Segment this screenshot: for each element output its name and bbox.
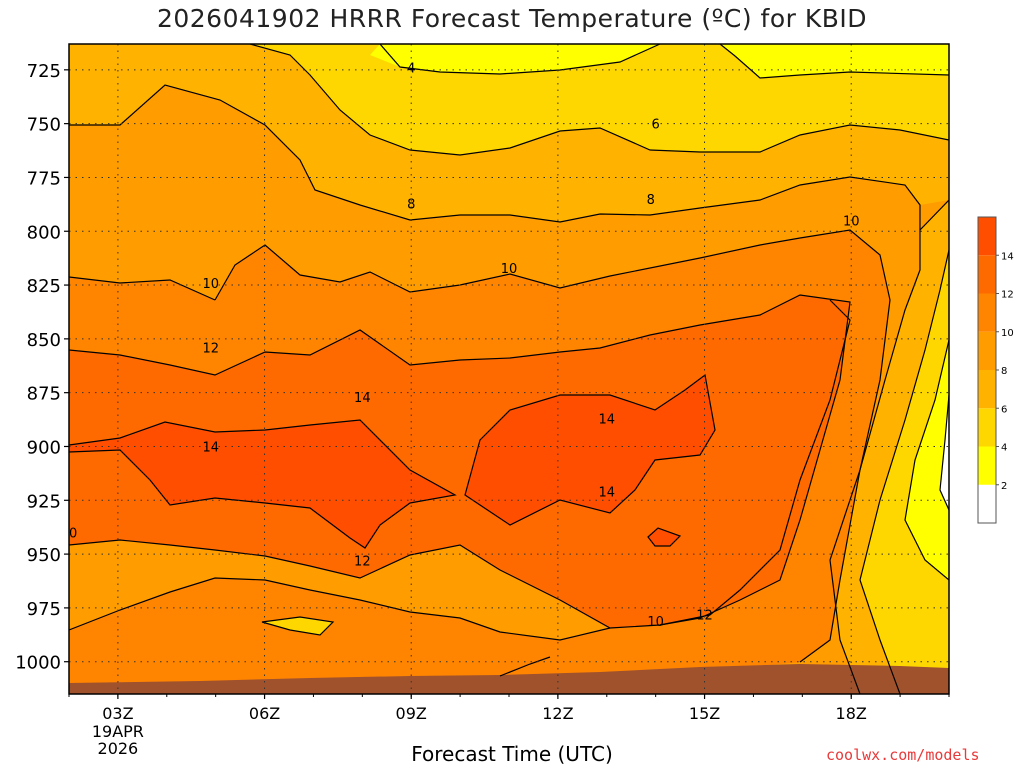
contour-lines (69, 44, 949, 694)
x-tick-label: 06Z (249, 704, 280, 723)
x-tick-label: 09Z (396, 704, 427, 723)
x-tick-label: 15Z (689, 704, 720, 723)
contour-label: 10 (843, 214, 860, 229)
contour-label: 10 (501, 262, 518, 277)
source-credit: coolwx.com/models (826, 746, 980, 764)
contour-line (69, 577, 611, 641)
x-date-label: 2026 (98, 739, 139, 758)
y-tick-label: 900 (27, 437, 61, 458)
colorbar-label: 2 (1001, 481, 1007, 492)
contour-line (261, 616, 335, 636)
contour-label: 12 (696, 608, 713, 623)
cool-lens-near-surface (262, 617, 333, 635)
y-tick-label: 750 (27, 115, 61, 136)
colorbar-label: 10 (1001, 328, 1014, 339)
contour-labels: 4 6 8 8 10 10 10 12 14 14 14 14 10 12 10 12 (61, 62, 860, 630)
contour-line (69, 419, 457, 549)
contour-label: 14 (354, 391, 371, 406)
colorbar-swatch (978, 331, 996, 370)
terrain (69, 664, 949, 694)
colorbar-label: 6 (1001, 404, 1007, 415)
band-10-12 (69, 230, 890, 686)
band-2-4-right (905, 340, 949, 580)
plot-area: 4 6 8 8 10 10 10 12 14 14 14 14 10 12 10 12 (61, 44, 949, 694)
contour-label: 14 (599, 486, 616, 501)
colorbar-label: 14 (1001, 251, 1014, 262)
band-4-6 (69, 44, 949, 155)
y-tick-label: 975 (27, 599, 61, 620)
contour-label: 10 (203, 277, 220, 292)
contour-label: 10 (61, 527, 78, 542)
y-tick-label: 775 (27, 168, 61, 189)
colorbar-label: 4 (1001, 443, 1007, 454)
colorbar-label: 8 (1001, 366, 1007, 377)
chart-title: 2026041902 HRRR Forecast Temperature (ºC… (156, 4, 868, 33)
contour-line (647, 527, 682, 547)
colorbar-label: 12 (1001, 290, 1014, 301)
colorbar-swatch (978, 446, 996, 485)
colorbar-swatch (978, 408, 996, 447)
colorbar-swatch (978, 370, 996, 409)
y-tick-label: 825 (27, 276, 61, 297)
y-tick-label: 1000 (15, 653, 61, 674)
contour-label: 8 (407, 197, 415, 212)
contour-line (69, 294, 851, 619)
contour-label: 4 (407, 62, 415, 77)
contour-line (249, 44, 949, 156)
x-tick-label: 18Z (836, 704, 867, 723)
band-above-14-left (69, 420, 455, 548)
contour-label: 8 (647, 193, 655, 208)
contour-line (69, 276, 216, 301)
y-tick-label: 725 (27, 61, 61, 82)
colorbar-legend: 2 4 6 8 10 12 14 (977, 216, 1014, 524)
contour-label: 14 (203, 440, 220, 455)
contour-line (859, 249, 949, 694)
contour-line (939, 394, 949, 511)
contour-label: 12 (203, 341, 220, 356)
contour-line (69, 84, 921, 694)
colorbar-swatch (978, 484, 996, 523)
y-tick-label: 850 (27, 330, 61, 351)
contour-label: 14 (599, 413, 616, 428)
contour-line (919, 199, 949, 231)
band-4-6-right (860, 250, 949, 694)
contour-label: 12 (354, 555, 371, 570)
contour-label: 6 (652, 118, 660, 133)
y-tick-label: 800 (27, 222, 61, 243)
y-tick-label: 925 (27, 491, 61, 512)
colorbar-swatch (978, 217, 996, 256)
y-tick-label: 950 (27, 545, 61, 566)
gridlines (69, 44, 949, 694)
contour-line (904, 339, 949, 581)
contour-line (214, 229, 891, 663)
x-tick-label: 03Z (102, 704, 133, 723)
x-tick-label: 12Z (542, 704, 573, 723)
colorbar-swatch (978, 255, 996, 294)
contour-line (69, 539, 701, 629)
x-date-label: 19APR (92, 722, 144, 741)
contour-line (659, 299, 851, 626)
band-above-14-right (465, 375, 715, 525)
contour-line (464, 373, 716, 526)
x-axis-title: Forecast Time (UTC) (411, 742, 613, 766)
y-tick-label: 875 (27, 384, 61, 405)
y-axis: 725 750 775 800 825 850 875 900 925 950 975 1000 (15, 61, 69, 674)
contour-label: 10 (647, 615, 664, 630)
contour-line (379, 44, 661, 75)
contour-line (719, 44, 949, 79)
band-above-14-small (648, 528, 680, 546)
colorbar-swatch (978, 293, 996, 332)
contour-line (499, 656, 551, 677)
